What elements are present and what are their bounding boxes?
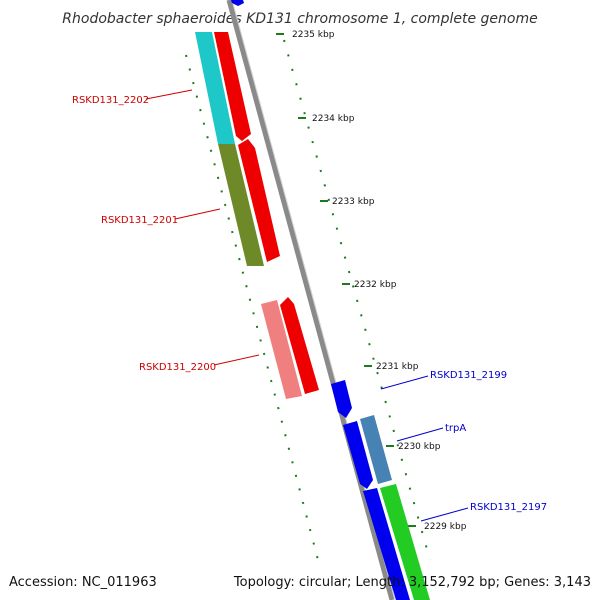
topology-text: Topology: circular; Length: 3,152,792 bp… (233, 575, 591, 590)
gene-label-group-rskd131-2202: RSKD131_2202 (72, 89, 193, 106)
gene-arrow-rskd131-2200[interactable] (280, 297, 319, 394)
tick-2234: 2234 kbp (298, 114, 355, 124)
tick-label-2231: 2231 kbp (376, 362, 419, 372)
gene-arrow-rskd131-2202[interactable] (214, 32, 251, 141)
gene-block-rskd131-2202[interactable] (195, 32, 235, 144)
gene-label-rskd131-2199[interactable]: RSKD131_2199 (430, 370, 507, 381)
tick-label-2230: 2230 kbp (398, 442, 441, 452)
tick-2233: 2233 kbp (320, 197, 375, 207)
gene-label-group-rskd131-2199: RSKD131_2199 (380, 370, 507, 390)
gene-label-group-rskd131-2201: RSKD131_2201 (101, 208, 221, 226)
gene-block-rskd131-2201[interactable] (218, 144, 264, 266)
gene-arrow-rskd131-2197[interactable] (363, 488, 410, 600)
gene-label-group-trpa: trpA (396, 423, 466, 442)
gene-label-rskd131-2202[interactable]: RSKD131_2202 (72, 95, 149, 106)
tick-2235: 2235 kbp (276, 30, 335, 40)
tick-label-2235: 2235 kbp (292, 30, 335, 40)
tick-label-2229: 2229 kbp (424, 522, 467, 532)
tick-label-2234: 2234 kbp (312, 114, 355, 124)
tick-label-2233: 2233 kbp (332, 197, 375, 207)
tick-2230: 2230 kbp (386, 442, 441, 452)
gene-arrow-trpa[interactable] (343, 421, 373, 489)
gene-label-rskd131-2201[interactable]: RSKD131_2201 (101, 215, 178, 226)
gene-block-trpa[interactable] (360, 415, 392, 484)
gene-block-rskd131-2200[interactable] (261, 300, 302, 399)
gene-label-group-rskd131-2200: RSKD131_2200 (139, 354, 260, 373)
tick-2231: 2231 kbp (364, 362, 419, 372)
inner-tick-track (283, 39, 431, 561)
chromosome-backbone (226, 0, 395, 600)
gene-arrow-top-forward[interactable] (231, 0, 244, 6)
outer-tick-track (185, 54, 319, 561)
tick-2229: 2229 kbp (408, 522, 467, 532)
gene-arrow-rskd131-2201[interactable] (238, 139, 280, 262)
gene-label-rskd131-2197[interactable]: RSKD131_2197 (470, 502, 547, 513)
tick-label-2232: 2232 kbp (354, 280, 397, 290)
gene-label-trpa[interactable]: trpA (445, 423, 466, 434)
map-title: Rhodobacter sphaeroides KD131 chromosome… (62, 11, 537, 27)
gene-block-rskd131-2197[interactable] (380, 484, 430, 600)
gene-label-rskd131-2200[interactable]: RSKD131_2200 (139, 362, 216, 373)
accession-text: Accession: NC_011963 (9, 575, 157, 590)
tick-2232: 2232 kbp (342, 280, 397, 290)
gene-arrow-rskd131-2199[interactable] (331, 380, 352, 418)
gene-label-group-rskd131-2197: RSKD131_2197 (420, 502, 547, 522)
